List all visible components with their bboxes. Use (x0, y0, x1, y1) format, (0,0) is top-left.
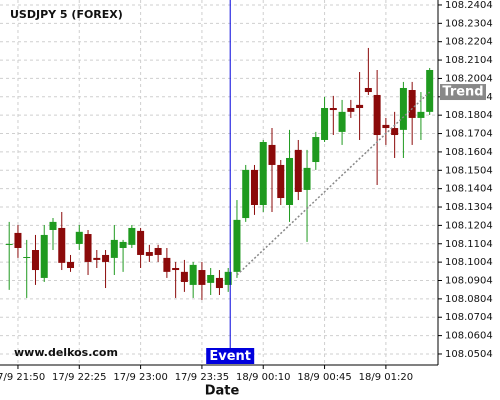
plot (5, 47, 434, 300)
candle-body (102, 254, 110, 262)
y-tick-label: 108.0804 (445, 294, 493, 305)
y-tick-label: 108.1404 (445, 184, 493, 195)
candle-body (277, 164, 285, 199)
candle-body (58, 227, 66, 263)
candle-body (75, 231, 83, 244)
candle-body (172, 268, 180, 271)
x-tick-label: 17/9 22:25 (52, 372, 106, 383)
candle-body (321, 108, 329, 140)
y-tick-label: 108.0704 (445, 312, 493, 323)
y-tick-label: 108.2404 (445, 0, 493, 11)
trend-label: Trend (442, 85, 483, 100)
y-tick-label: 108.0504 (445, 349, 493, 360)
x-tick-label: 18/9 01:20 (359, 372, 413, 383)
y-tick-label: 108.1304 (445, 202, 493, 213)
candle-body (347, 108, 355, 112)
y-tick-label: 108.1704 (445, 129, 493, 140)
candle-body (338, 111, 346, 132)
candle-body (40, 234, 48, 278)
y-tick-label: 108.1104 (445, 239, 493, 250)
watermark: www.delkos.com (14, 346, 118, 359)
y-tick-label: 108.1604 (445, 147, 493, 158)
candle-body (5, 243, 13, 245)
y-tick-label: 108.1804 (445, 110, 493, 121)
candle-body (399, 87, 407, 130)
candle-body (189, 264, 197, 285)
y-tick-label: 108.2104 (445, 55, 493, 66)
candle-body (49, 221, 57, 230)
x-tick-label: 17/9 23:35 (175, 372, 229, 383)
candle-body (23, 256, 31, 258)
candle-body (67, 261, 75, 269)
candle-body (373, 94, 381, 136)
candle-body (242, 169, 250, 219)
x-tick-label: 18/9 00:10 (236, 372, 290, 383)
y-tick-label: 108.1004 (445, 257, 493, 268)
candle-body (207, 274, 215, 283)
candle-body (286, 157, 294, 206)
candle-body (84, 234, 92, 262)
candle-body (259, 141, 267, 206)
y-tick-label: 108.2304 (445, 18, 493, 29)
candle-body (154, 247, 162, 255)
candle-body (382, 124, 390, 129)
candle-body (31, 250, 39, 271)
x-tick-label: 17/9 23:00 (113, 372, 167, 383)
candle-body (356, 104, 364, 109)
candle-body (224, 271, 232, 285)
candle-body (137, 230, 145, 255)
y-tick-label: 108.1504 (445, 165, 493, 176)
y-tick-label: 108.2204 (445, 37, 493, 48)
y-tick-label: 108.0904 (445, 276, 493, 287)
candle-body (426, 69, 434, 112)
x-tick-label: 17/9 21:50 (0, 372, 45, 383)
y-tick-label: 108.2004 (445, 73, 493, 84)
candle-body (128, 227, 136, 245)
x-axis-label: Date (205, 384, 240, 399)
candle-body (233, 219, 241, 272)
candle-body (364, 87, 372, 93)
candle-body (14, 232, 22, 248)
candle-body (163, 257, 171, 272)
candle-body (93, 257, 101, 260)
chart-title: USDJPY 5 (FOREX) (10, 8, 123, 21)
candle-body (110, 239, 118, 258)
event-label: Event (209, 349, 251, 364)
candle-body (312, 137, 320, 163)
candle-body (250, 169, 258, 206)
candle-body (294, 149, 302, 192)
candle-body (215, 277, 223, 289)
grid (0, 0, 438, 365)
y-tick-label: 108.0604 (445, 331, 493, 342)
candle-body (268, 144, 276, 165)
trend-label-box (440, 84, 486, 101)
candle-body (391, 128, 399, 136)
candle-body (145, 252, 153, 256)
candle-body (198, 270, 206, 285)
candle-body (417, 111, 425, 118)
candle-body (408, 90, 416, 118)
y-tick-label: 108.1204 (445, 220, 493, 231)
x-tick-label: 18/9 00:45 (297, 372, 351, 383)
candle-body (180, 271, 188, 282)
candle-body (303, 167, 311, 190)
candle-body (329, 108, 337, 111)
candle-body (119, 241, 127, 248)
event-label-box (206, 348, 255, 364)
trend-line (236, 91, 431, 276)
